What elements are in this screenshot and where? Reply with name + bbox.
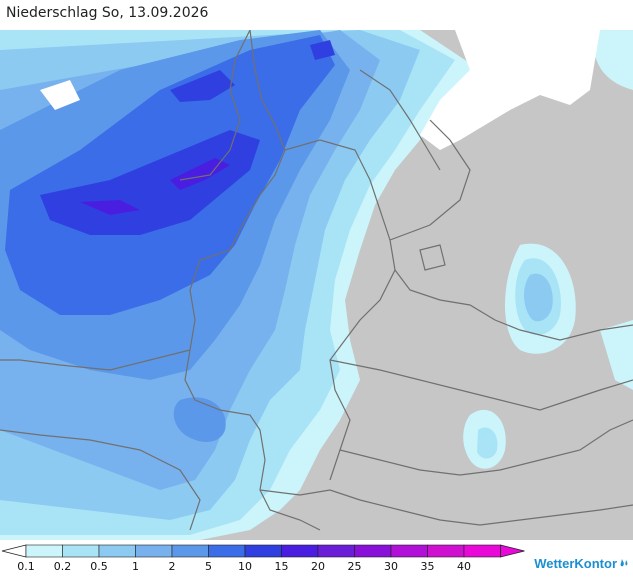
legend-swatch	[62, 544, 100, 558]
precip-layer-10	[170, 70, 235, 102]
country-borders	[0, 30, 633, 531]
precip-layer-10	[310, 40, 335, 60]
water-area	[40, 80, 80, 110]
legend-label: 10	[238, 560, 252, 573]
precip-layer-15	[80, 200, 140, 215]
legend-label: 20	[311, 560, 325, 573]
legend-label: 25	[348, 560, 362, 573]
precip-layer-10	[40, 130, 260, 235]
legend-label: 0.5	[90, 560, 108, 573]
legend-label: 30	[384, 560, 398, 573]
map-title: Niederschlag So, 13.09.2026	[6, 5, 209, 21]
legend-swatch	[208, 544, 246, 558]
legend-swatch	[244, 544, 282, 558]
legend-swatch	[354, 544, 392, 558]
precip-layer-0.1	[600, 320, 633, 390]
wetterkontor-logo: WetterKontor	[534, 556, 629, 571]
legend-label: 2	[169, 560, 176, 573]
legend-swatch	[25, 544, 63, 558]
precip-layer-0.2	[477, 427, 498, 459]
legend-labels: 0.1 0.2 0.5 1 2 5 10 15 20 25 30 35 40	[17, 560, 471, 573]
color-legend: 0.1 0.2 0.5 1 2 5 10 15 20 25 30 35 40	[1, 544, 525, 573]
legend-label: 15	[275, 560, 289, 573]
brand-name: WetterKontor	[534, 556, 617, 571]
precipitation-map	[0, 30, 633, 540]
legend-swatch	[390, 544, 428, 558]
legend-swatch	[135, 544, 173, 558]
precip-layer-0.1	[595, 30, 633, 90]
water-area	[420, 30, 600, 150]
legend-label: 5	[205, 560, 212, 573]
legend-arrow-low	[1, 544, 27, 558]
legend-swatch	[463, 544, 501, 558]
precip-layer-0.5	[524, 273, 553, 322]
precip-layer-2	[173, 397, 226, 442]
legend-label: 0.2	[54, 560, 72, 573]
precip-layer-15	[170, 158, 230, 190]
legend-swatch	[281, 544, 319, 558]
legend-label: 1	[132, 560, 139, 573]
legend-swatch	[171, 544, 209, 558]
legend-arrow-high	[500, 544, 525, 558]
legend-swatch	[427, 544, 465, 558]
legend-label: 40	[457, 560, 471, 573]
legend-label: 0.1	[17, 560, 35, 573]
legend-swatch	[98, 544, 136, 558]
legend-label: 35	[421, 560, 435, 573]
legend-swatches	[1, 544, 525, 558]
raindrop-icon	[620, 559, 628, 567]
legend-swatch	[317, 544, 355, 558]
